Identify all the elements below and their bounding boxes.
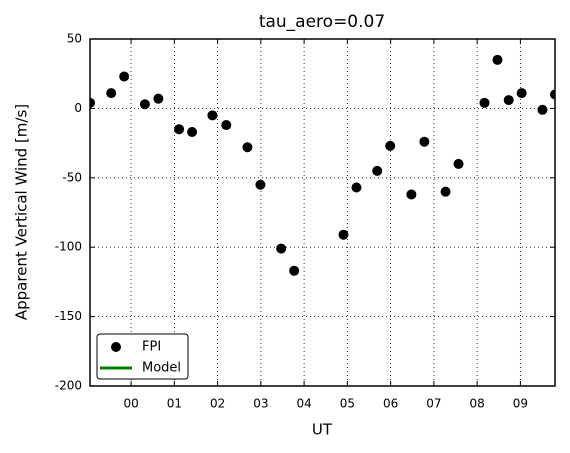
y-tick-label: -50 <box>62 170 82 184</box>
data-point <box>550 89 555 100</box>
data-point <box>106 88 117 99</box>
x-tick-label: 03 <box>253 397 268 411</box>
y-axis-label: Apparent Vertical Wind [m/s] <box>13 104 31 320</box>
data-point <box>372 165 383 176</box>
data-point <box>207 110 218 121</box>
x-tick-label: 09 <box>513 397 528 411</box>
y-tick-label: 50 <box>67 32 82 46</box>
chart-title: tau_aero=0.07 <box>259 12 385 32</box>
data-point <box>289 265 300 276</box>
x-tick-label: 06 <box>383 397 398 411</box>
data-point <box>276 243 287 254</box>
x-axis-label: UT <box>312 421 333 439</box>
data-point <box>516 88 527 99</box>
legend-label: Model <box>142 361 181 376</box>
data-point <box>419 136 430 147</box>
data-point <box>187 126 198 137</box>
data-point <box>492 54 503 65</box>
plot-frame <box>89 38 556 387</box>
x-tick-label: 04 <box>296 397 311 411</box>
plot-area <box>90 54 555 276</box>
x-tick-label: 07 <box>426 397 441 411</box>
data-point <box>503 95 514 106</box>
legend-label: FPI <box>142 340 161 355</box>
data-point <box>153 93 164 104</box>
y-tick-label: -150 <box>55 309 82 323</box>
data-point <box>479 97 490 108</box>
y-tick-label: 0 <box>74 101 82 115</box>
data-point <box>221 120 232 131</box>
x-tick-label: 01 <box>167 397 182 411</box>
data-point <box>338 229 349 240</box>
y-tick-label: -200 <box>55 379 82 393</box>
data-point <box>537 104 548 115</box>
y-tick-label: -100 <box>55 240 82 254</box>
data-point <box>90 97 95 108</box>
data-point <box>174 124 185 135</box>
data-point <box>385 140 396 151</box>
x-tick-label: 05 <box>340 397 355 411</box>
x-tick-label: 00 <box>123 397 138 411</box>
data-point <box>255 179 266 190</box>
data-point <box>453 158 464 169</box>
x-tick-label: 08 <box>469 397 484 411</box>
legend-marker <box>111 342 121 352</box>
x-tick-label: 02 <box>210 397 225 411</box>
data-point <box>440 186 451 197</box>
data-point <box>242 142 253 153</box>
data-point <box>139 99 150 110</box>
data-point <box>119 71 130 82</box>
data-point <box>406 189 417 200</box>
data-point <box>351 182 362 193</box>
